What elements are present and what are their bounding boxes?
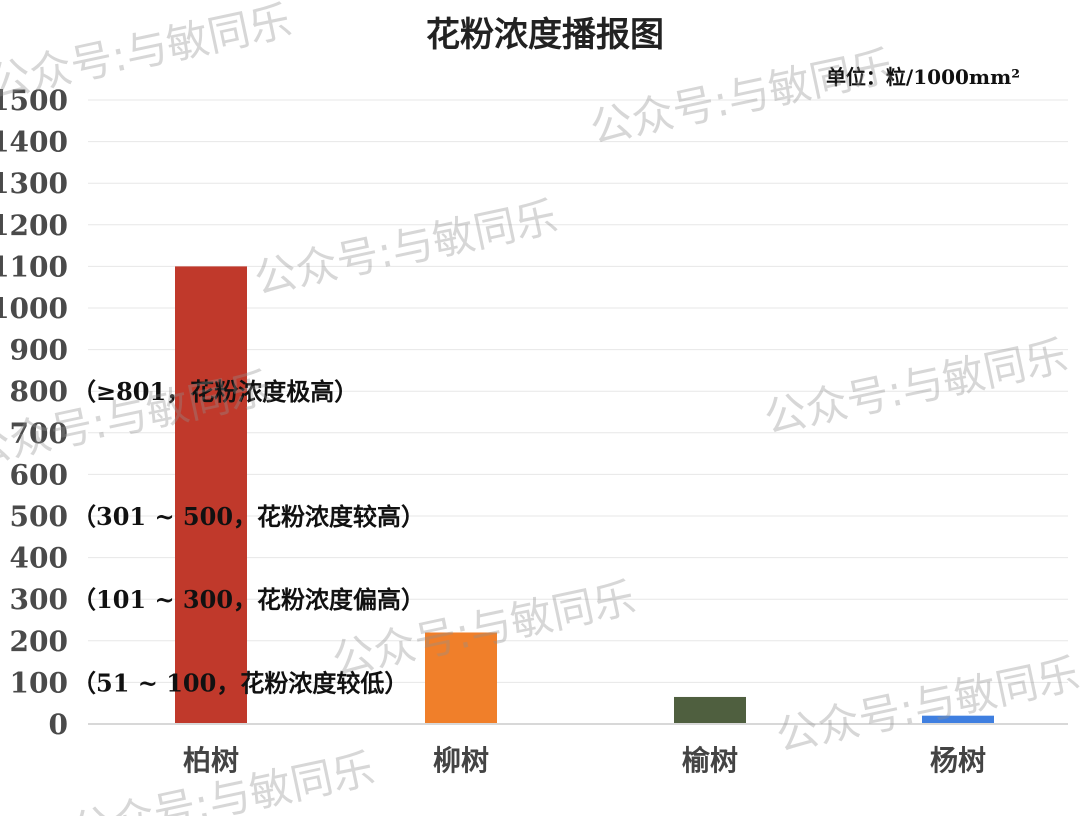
bar-柏树 [175, 266, 247, 724]
annotation-500: （301 ~ 500，花粉浓度较高） [72, 502, 425, 531]
watermark-text-1: 公众号:与敏同乐 [0, 0, 296, 108]
y-tick-label-1400: 1400 [0, 126, 68, 159]
annotation-800: （≥801，花粉浓度极高） [72, 377, 358, 406]
y-tick-label-1200: 1200 [0, 209, 68, 242]
x-tick-label-柳树: 柳树 [433, 744, 489, 777]
y-tick-label-500: 500 [10, 500, 68, 533]
y-tick-label-100: 100 [10, 666, 68, 699]
watermark-text-4: 公众号:与敏同乐 [760, 331, 1072, 443]
bar-杨树 [922, 715, 994, 724]
unit-label: 单位：粒/1000mm² [826, 65, 1020, 89]
y-axis: 0 100 200 300 400 500 600 700 800 900 1000 1100 1200… [0, 84, 68, 741]
annotation-100: （51 ~ 100，花粉浓度较低） [72, 668, 408, 697]
watermark-text-7: 公众号:与敏同乐 [772, 649, 1080, 761]
bar-柳树 [425, 632, 497, 724]
watermark-text-3: 公众号:与敏同乐 [250, 192, 562, 304]
chart-title: 花粉浓度播报图 [426, 15, 664, 55]
annotation-300: （101 ~ 300，花粉浓度偏高） [72, 585, 425, 614]
x-axis: 柏树 柳树 榆树 杨树 [88, 723, 1068, 777]
y-tick-label-200: 200 [10, 625, 68, 658]
x-tick-label-榆树: 榆树 [682, 744, 738, 777]
y-tick-label-800: 800 [10, 375, 68, 408]
y-tick-label-1100: 1100 [0, 250, 68, 283]
y-tick-label-1300: 1300 [0, 167, 68, 200]
x-tick-label-柏树: 柏树 [183, 744, 239, 777]
watermark-text-2: 公众号:与敏同乐 [586, 41, 898, 153]
bars-layer [175, 266, 994, 724]
annotation-layer: （≥801，花粉浓度极高） （301 ~ 500，花粉浓度较高） （101 ~ 30… [72, 377, 425, 697]
bar-榆树 [674, 696, 746, 724]
y-tick-label-600: 600 [10, 458, 68, 491]
y-tick-label-1000: 1000 [0, 292, 68, 325]
y-tick-label-400: 400 [10, 542, 68, 575]
y-tick-label-900: 900 [10, 334, 68, 367]
grid-layer [88, 99, 1068, 725]
y-tick-label-0: 0 [49, 708, 68, 741]
y-tick-label-700: 700 [10, 417, 68, 450]
x-tick-label-杨树: 杨树 [930, 744, 986, 777]
y-tick-label-300: 300 [10, 583, 68, 616]
y-tick-label-1500: 1500 [0, 84, 68, 117]
